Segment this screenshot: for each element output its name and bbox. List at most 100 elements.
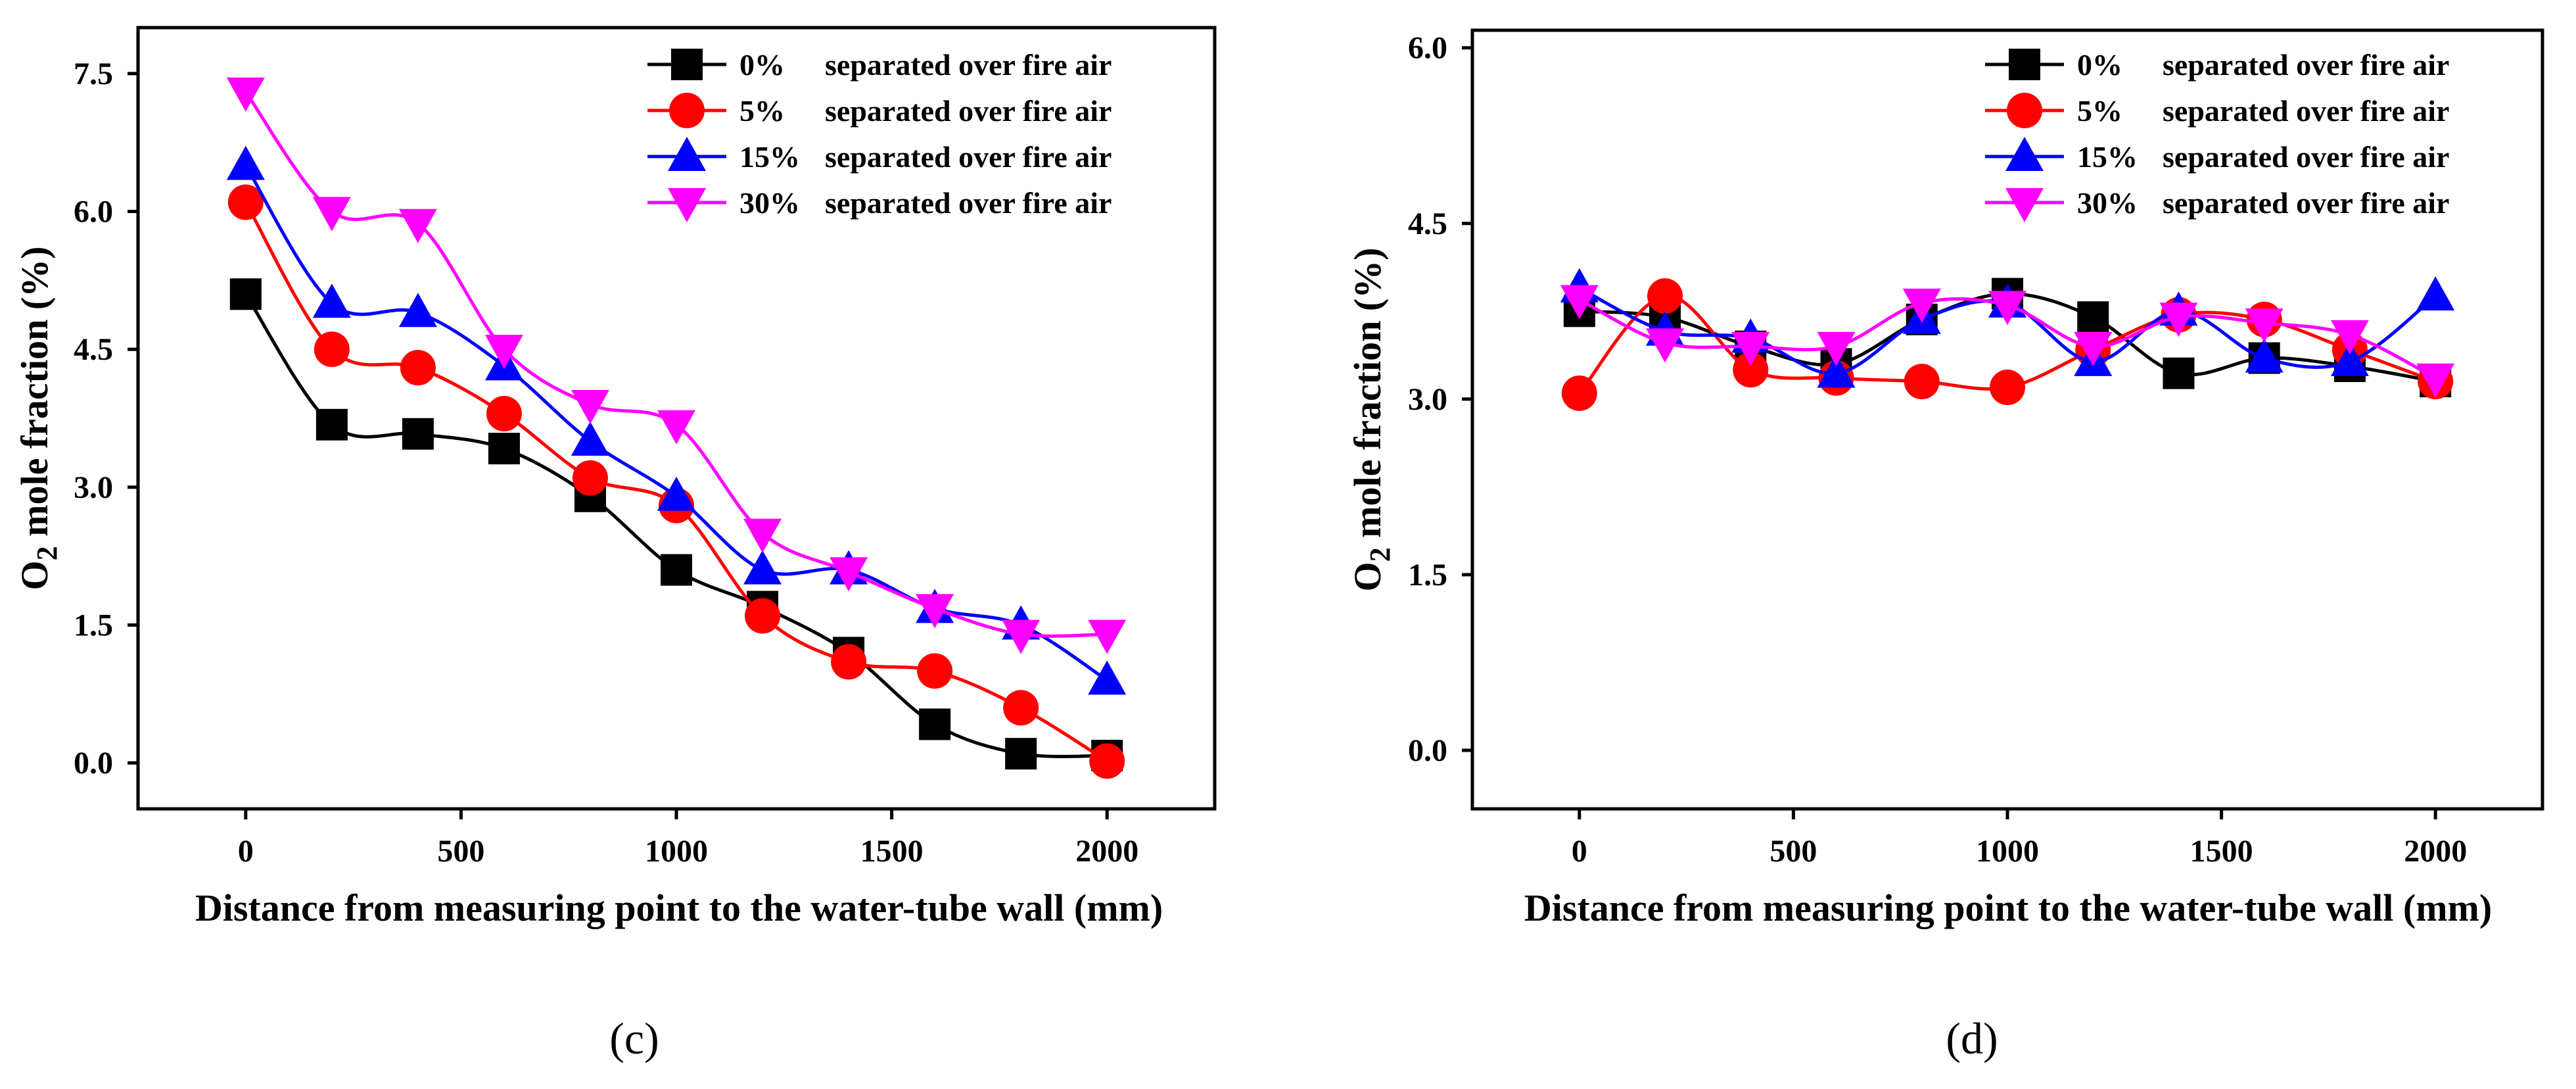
- data-point: [316, 408, 348, 441]
- data-point: [484, 335, 523, 370]
- legend-marker: [669, 93, 705, 128]
- x-tick-label: 500: [1769, 834, 1817, 869]
- data-point: [1990, 370, 2025, 406]
- data-point: [571, 390, 609, 425]
- chart-panel-d: 0 500 1000 1500 2000 0.0 1.5 3.0 4.5 6.0 Distance …: [1346, 28, 2544, 1063]
- data-point: [1647, 278, 1683, 314]
- legend-series-label: separated over fire air: [825, 94, 1112, 128]
- legend-marker: [2009, 49, 2040, 80]
- data-point: [1088, 660, 1127, 695]
- legend-series-name: 5%: [2077, 94, 2122, 128]
- data-point: [1817, 331, 1856, 366]
- x-tick-label: 0: [238, 834, 254, 869]
- y-tick-label: 6.0: [74, 195, 113, 230]
- legend-series-name: 30%: [2077, 186, 2138, 220]
- x-tick-label: 2000: [1075, 834, 1138, 869]
- legend-series-label: separated over fire air: [2163, 48, 2449, 82]
- y-axis-title: O2 mole fraction (%): [13, 247, 63, 591]
- data-point: [2245, 308, 2283, 343]
- legend-marker: [2007, 93, 2042, 128]
- data-point: [743, 550, 782, 585]
- data-point: [226, 145, 265, 180]
- legend-series-label: separated over fire air: [825, 48, 1112, 82]
- y-tick-label: 7.5: [74, 57, 113, 91]
- legend-marker: [2005, 188, 2044, 222]
- data-point: [830, 557, 868, 592]
- legend-series-name: 15%: [739, 140, 800, 174]
- legend-series-label: separated over fire air: [825, 186, 1112, 220]
- y-tick-label: 6.0: [1408, 31, 1447, 66]
- legend-series-name: 5%: [739, 94, 785, 128]
- x-tick-label: 0: [1572, 834, 1587, 869]
- data-point: [1731, 331, 1770, 366]
- data-point: [1988, 291, 2026, 326]
- y-tick-label: 3.0: [74, 470, 113, 505]
- data-point: [745, 598, 781, 634]
- data-point: [402, 418, 434, 450]
- y-tick-label: 0.0: [1408, 733, 1447, 768]
- y-tick-label: 0.0: [74, 746, 113, 781]
- data-point: [1902, 288, 1941, 323]
- data-point: [398, 293, 437, 327]
- legend-series-name: 0%: [2077, 48, 2122, 82]
- chart-panel-c: 0 500 1000 1500 2000 0.0 1.5 3.0 4.5 6.0 7.5 Distan…: [13, 26, 1217, 1063]
- data-point: [1560, 285, 1599, 320]
- legend-series-label: separated over fire air: [825, 140, 1112, 174]
- data-point: [661, 554, 692, 586]
- data-point: [2163, 357, 2195, 389]
- y-tick-label: 3.0: [1408, 382, 1447, 417]
- data-point: [831, 644, 867, 680]
- data-point: [229, 278, 262, 310]
- data-point: [400, 350, 436, 386]
- data-point: [1089, 743, 1125, 779]
- data-point: [227, 184, 264, 220]
- data-point: [916, 594, 954, 629]
- data-point: [657, 476, 695, 511]
- x-tick-label: 2000: [2404, 834, 2467, 869]
- legend-marker: [671, 49, 703, 80]
- data-point: [2159, 302, 2198, 337]
- legend-series-name: 30%: [739, 186, 800, 220]
- legend-series-name: 15%: [2077, 140, 2138, 174]
- data-point: [2330, 341, 2369, 376]
- data-point: [2074, 331, 2113, 366]
- data-point: [919, 708, 951, 740]
- x-tick-label: 1500: [2190, 834, 2253, 869]
- data-point: [572, 460, 608, 496]
- data-point: [657, 410, 695, 445]
- data-point: [1817, 353, 1856, 388]
- data-point: [226, 77, 265, 112]
- data-point: [1002, 619, 1041, 654]
- x-tick-label: 1000: [1976, 834, 2039, 869]
- panel-label: (d): [1946, 1013, 1998, 1063]
- data-point: [2077, 301, 2109, 333]
- data-point: [398, 208, 437, 243]
- data-point: [917, 653, 953, 689]
- data-point: [1904, 364, 1940, 400]
- y-tick-label: 1.5: [74, 608, 113, 642]
- panel-label: (c): [609, 1013, 659, 1063]
- data-point: [743, 518, 782, 553]
- data-point: [2416, 276, 2455, 311]
- legend-marker: [2005, 137, 2044, 171]
- y-axis-title: O2 mole fraction (%): [1346, 248, 1396, 592]
- legend-series-label: separated over fire air: [2163, 94, 2449, 128]
- data-point: [1561, 375, 1597, 411]
- data-point: [571, 421, 609, 456]
- data-point: [312, 283, 351, 318]
- y-tick-label: 4.5: [1408, 206, 1447, 241]
- legend-series-label: separated over fire air: [2163, 140, 2449, 174]
- data-point: [312, 197, 351, 231]
- x-tick-label: 1000: [645, 834, 708, 869]
- data-point: [1003, 690, 1039, 726]
- legend-series-name: 0%: [739, 48, 785, 82]
- data-point: [488, 433, 520, 465]
- x-axis-title: Distance from measuring point to the wat…: [1524, 886, 2492, 929]
- y-tick-label: 1.5: [1408, 558, 1447, 593]
- data-point: [1733, 352, 1769, 388]
- data-point: [1646, 328, 1685, 363]
- legend-marker: [668, 188, 706, 222]
- data-point: [2245, 338, 2283, 373]
- data-point: [2416, 363, 2455, 398]
